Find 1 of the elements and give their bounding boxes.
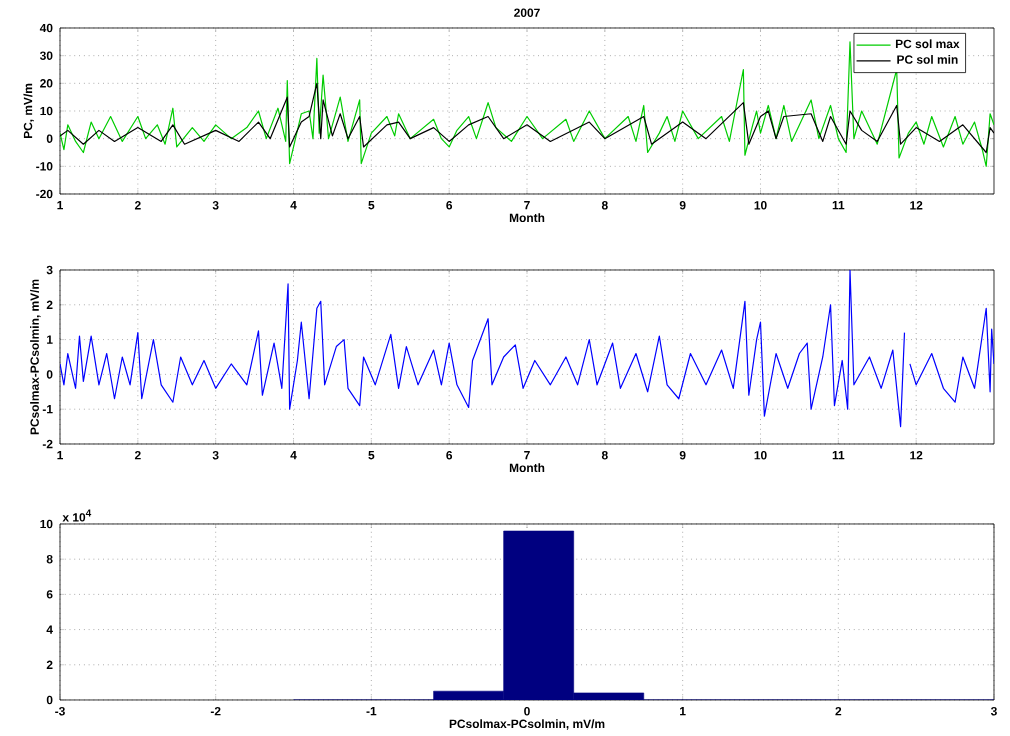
line-series (60, 41, 994, 167)
